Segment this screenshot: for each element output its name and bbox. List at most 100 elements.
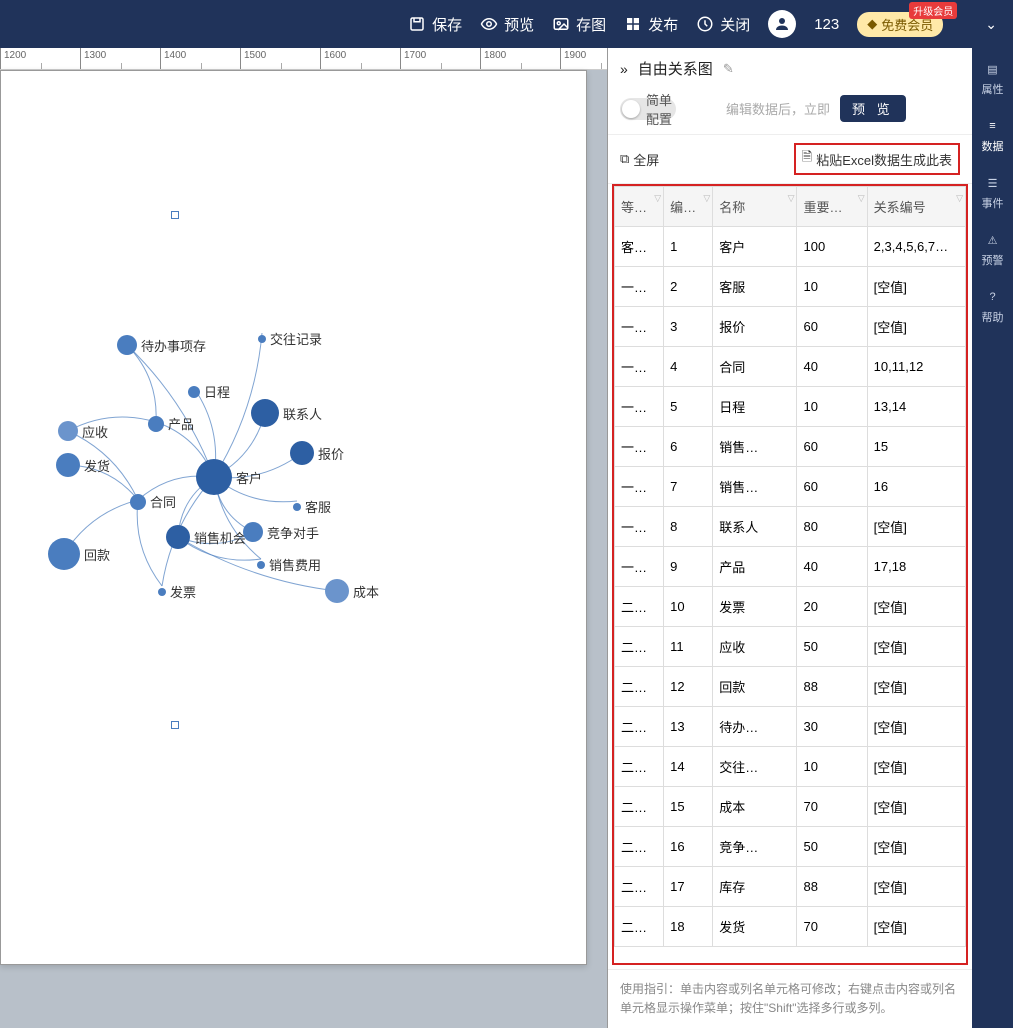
table-cell[interactable]: [空值] <box>867 307 965 347</box>
network-diagram[interactable]: 待办事项存交往记录日程应收产品联系人报价发货客户合同客服销售机会竞争对手回款销售… <box>21 301 381 661</box>
table-cell[interactable]: 合同 <box>713 347 797 387</box>
table-cell[interactable]: 一… <box>615 307 664 347</box>
network-node-invoice[interactable]: 发票 <box>158 582 196 601</box>
network-node-ar[interactable]: 应收 <box>58 421 108 441</box>
table-cell[interactable]: 一… <box>615 507 664 547</box>
table-row[interactable]: 二…16竞争…50[空值] <box>615 827 966 867</box>
network-node-quote[interactable]: 报价 <box>290 441 344 465</box>
network-node-contact[interactable]: 联系人 <box>251 399 322 427</box>
table-cell[interactable]: 客服 <box>713 267 797 307</box>
paste-excel-button[interactable]: 🗎 粘贴Excel数据生成此表 <box>794 143 960 175</box>
table-cell[interactable]: 一… <box>615 547 664 587</box>
table-cell[interactable]: 70 <box>797 907 867 947</box>
table-cell[interactable]: 80 <box>797 507 867 547</box>
table-cell[interactable]: 日程 <box>713 387 797 427</box>
table-cell[interactable]: 应收 <box>713 627 797 667</box>
table-row[interactable]: 二…15成本70[空值] <box>615 787 966 827</box>
table-cell[interactable]: 二… <box>615 747 664 787</box>
table-cell[interactable]: [空值] <box>867 787 965 827</box>
table-cell[interactable]: [空值] <box>867 587 965 627</box>
table-cell[interactable]: 17,18 <box>867 547 965 587</box>
selection-handle[interactable] <box>171 211 179 219</box>
table-cell[interactable]: 11 <box>664 627 713 667</box>
table-cell[interactable]: 13,14 <box>867 387 965 427</box>
table-cell[interactable]: 1 <box>664 227 713 267</box>
table-cell[interactable]: 15 <box>867 427 965 467</box>
table-row[interactable]: 一…8联系人80[空值] <box>615 507 966 547</box>
table-cell[interactable]: 一… <box>615 467 664 507</box>
network-node-comp[interactable]: 竞争对手 <box>243 522 319 542</box>
saveimg-button[interactable]: 存图 <box>552 14 606 35</box>
table-row[interactable]: 一…2客服10[空值] <box>615 267 966 307</box>
table-cell[interactable]: [空值] <box>867 507 965 547</box>
fullscreen-button[interactable]: ⧉ 全屏 <box>620 150 659 169</box>
table-cell[interactable]: 10 <box>797 267 867 307</box>
rail-item-data[interactable]: ≡数据 <box>982 117 1004 154</box>
table-cell[interactable]: 15 <box>664 787 713 827</box>
table-row[interactable]: 一…3报价60[空值] <box>615 307 966 347</box>
collapse-icon[interactable]: » <box>620 61 628 77</box>
panel-preview-button[interactable]: 预 览 <box>840 95 906 122</box>
sort-icon[interactable]: ▽ <box>703 193 710 204</box>
table-cell[interactable]: 12 <box>664 667 713 707</box>
table-cell[interactable]: [空值] <box>867 667 965 707</box>
table-cell[interactable]: [空值] <box>867 907 965 947</box>
data-table[interactable]: 等…▽编…▽名称▽重要…▽关系编号▽客…1客户1002,3,4,5,6,7…一…… <box>614 186 966 947</box>
publish-button[interactable]: 发布 <box>624 14 678 35</box>
network-node-customer[interactable]: 客户 <box>196 459 262 495</box>
table-cell[interactable]: 10 <box>797 387 867 427</box>
table-cell[interactable]: 30 <box>797 707 867 747</box>
table-cell[interactable]: 2 <box>664 267 713 307</box>
table-cell[interactable]: 报价 <box>713 307 797 347</box>
table-cell[interactable]: 一… <box>615 347 664 387</box>
table-cell[interactable]: 交往… <box>713 747 797 787</box>
member-badge[interactable]: ◆ 免费会员 升级会员 <box>857 12 943 37</box>
table-cell[interactable]: 60 <box>797 307 867 347</box>
table-cell[interactable]: [空值] <box>867 267 965 307</box>
table-cell[interactable]: 二… <box>615 627 664 667</box>
table-cell[interactable]: 一… <box>615 267 664 307</box>
table-cell[interactable]: 6 <box>664 427 713 467</box>
network-node-product[interactable]: 产品 <box>148 414 194 433</box>
table-row[interactable]: 二…17库存88[空值] <box>615 867 966 907</box>
rail-item-help[interactable]: ?帮助 <box>982 288 1004 325</box>
table-header[interactable]: 重要…▽ <box>797 187 867 227</box>
chevron-down-icon[interactable]: ⌄ <box>979 10 1003 39</box>
table-cell[interactable]: 60 <box>797 467 867 507</box>
table-cell[interactable]: 50 <box>797 827 867 867</box>
table-cell[interactable]: 联系人 <box>713 507 797 547</box>
network-node-ship[interactable]: 发货 <box>56 453 110 477</box>
network-node-opp[interactable]: 销售机会 <box>166 525 246 549</box>
table-cell[interactable]: 产品 <box>713 547 797 587</box>
rail-item-events[interactable]: ☰事件 <box>982 174 1004 211</box>
table-cell[interactable]: 20 <box>797 587 867 627</box>
table-cell[interactable]: 二… <box>615 867 664 907</box>
edit-icon[interactable]: ✎ <box>723 61 734 77</box>
table-cell[interactable]: 发货 <box>713 907 797 947</box>
table-cell[interactable]: [空值] <box>867 627 965 667</box>
table-cell[interactable]: 40 <box>797 547 867 587</box>
sort-icon[interactable]: ▽ <box>654 193 661 204</box>
table-cell[interactable]: 40 <box>797 347 867 387</box>
table-header[interactable]: 关系编号▽ <box>867 187 965 227</box>
rail-item-alerts[interactable]: ⚠预警 <box>982 231 1004 268</box>
table-cell[interactable]: 50 <box>797 627 867 667</box>
table-row[interactable]: 二…18发货70[空值] <box>615 907 966 947</box>
table-cell[interactable]: 二… <box>615 907 664 947</box>
table-cell[interactable]: 4 <box>664 347 713 387</box>
table-cell[interactable]: 10 <box>797 747 867 787</box>
table-cell[interactable]: 二… <box>615 667 664 707</box>
table-row[interactable]: 二…13待办…30[空值] <box>615 707 966 747</box>
preview-button[interactable]: 预览 <box>480 14 534 35</box>
table-cell[interactable]: 8 <box>664 507 713 547</box>
table-row[interactable]: 二…12回款88[空值] <box>615 667 966 707</box>
table-cell[interactable]: 3 <box>664 307 713 347</box>
table-cell[interactable]: 待办… <box>713 707 797 747</box>
table-cell[interactable]: 9 <box>664 547 713 587</box>
table-row[interactable]: 二…14交往…10[空值] <box>615 747 966 787</box>
table-row[interactable]: 一…7销售…6016 <box>615 467 966 507</box>
table-cell[interactable]: 10 <box>664 587 713 627</box>
avatar[interactable] <box>768 10 796 38</box>
table-cell[interactable]: 二… <box>615 587 664 627</box>
table-row[interactable]: 一…4合同4010,11,12 <box>615 347 966 387</box>
